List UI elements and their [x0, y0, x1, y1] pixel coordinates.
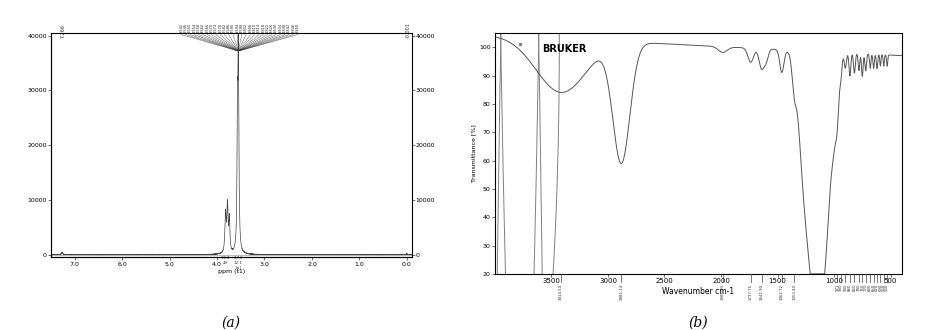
Text: 3414.54: 3414.54: [559, 284, 563, 300]
Text: 3.826: 3.826: [270, 23, 274, 33]
Text: 650: 650: [871, 284, 876, 291]
Text: 780: 780: [857, 284, 861, 291]
Text: 3.838: 3.838: [283, 23, 287, 33]
Text: 3.598: 3.598: [240, 23, 243, 33]
Text: 3.850: 3.850: [296, 23, 300, 33]
Text: 1353.40: 1353.40: [792, 284, 796, 300]
Text: 3.558: 3.558: [197, 23, 201, 33]
Text: 620: 620: [875, 284, 879, 291]
Text: 900: 900: [844, 284, 847, 291]
Text: 3.822: 3.822: [265, 23, 269, 33]
Text: 1985.03: 1985.03: [721, 284, 724, 300]
Text: 3.818: 3.818: [261, 23, 265, 33]
Text: 7.266: 7.266: [61, 24, 66, 39]
Text: 3.570: 3.570: [210, 23, 214, 33]
Text: 3.542: 3.542: [179, 23, 183, 33]
Text: 560: 560: [882, 284, 886, 291]
Text: 3.846: 3.846: [291, 23, 295, 33]
Text: 3.64
4H: 3.64 4H: [221, 256, 230, 265]
Text: 3.74
12.1
[a]: 3.74 12.1 [a]: [234, 256, 243, 269]
Text: 860: 860: [848, 284, 852, 291]
Text: 720: 720: [864, 284, 868, 291]
Text: 3.830: 3.830: [274, 23, 278, 33]
Text: 750: 750: [860, 284, 864, 291]
Text: 3.834: 3.834: [278, 23, 282, 33]
Text: 3.586: 3.586: [227, 23, 231, 33]
Text: (a): (a): [222, 316, 241, 330]
Text: 820: 820: [853, 284, 857, 291]
Text: 680: 680: [869, 284, 872, 291]
Text: 3.546: 3.546: [184, 23, 188, 33]
Text: 3.810: 3.810: [253, 23, 256, 33]
Text: 1737.75: 1737.75: [748, 284, 753, 300]
Text: 3.550: 3.550: [188, 23, 192, 33]
Text: 3.574: 3.574: [214, 23, 218, 33]
Text: 3.554: 3.554: [192, 23, 196, 33]
Text: 1462.72: 1462.72: [780, 284, 783, 300]
Text: 971: 971: [835, 284, 839, 291]
Text: 2881.14: 2881.14: [620, 284, 623, 300]
Text: 3.562: 3.562: [201, 23, 205, 33]
Text: 530: 530: [885, 284, 889, 291]
Text: 1641.90: 1641.90: [759, 284, 763, 300]
Text: 3.582: 3.582: [223, 23, 227, 33]
X-axis label: ppm (t1): ppm (t1): [217, 269, 245, 274]
Y-axis label: Transmittance [%]: Transmittance [%]: [472, 124, 476, 182]
Text: 3.806: 3.806: [248, 23, 253, 33]
Text: 3.578: 3.578: [218, 23, 222, 33]
Text: BRUKER: BRUKER: [542, 44, 586, 54]
Text: 590: 590: [879, 284, 882, 291]
Text: (b): (b): [688, 316, 709, 330]
Text: 3.802: 3.802: [244, 23, 248, 33]
Text: -0.001: -0.001: [406, 23, 411, 39]
Text: 3.842: 3.842: [287, 23, 291, 33]
Text: 3.590: 3.590: [231, 23, 235, 33]
Text: 3.814: 3.814: [257, 23, 261, 33]
X-axis label: Wavenumber cm-1: Wavenumber cm-1: [662, 287, 734, 296]
Text: 3.566: 3.566: [205, 23, 209, 33]
Text: 940: 940: [839, 284, 843, 291]
Text: 3.594: 3.594: [235, 23, 240, 33]
